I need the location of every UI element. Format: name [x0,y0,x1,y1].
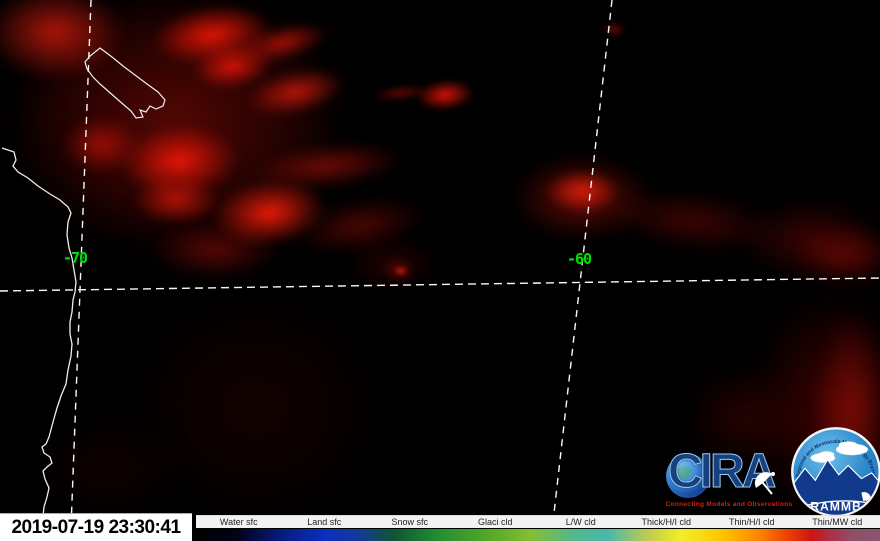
cira-tagline: Connecting Models and Observations [665,501,793,508]
coastline-south-america [1,147,77,529]
legend-label-lw-cld: L/W cld [565,517,596,527]
earth-globe-icon [666,454,710,498]
graticule-meridian-60 [552,0,613,523]
cira-logo: CIRA Connecting Models and Observations [664,445,794,514]
legend-label-thin-mw-cld: Thin/MW cld [812,517,863,527]
legend-label-land-sfc: Land sfc [307,517,342,527]
timestamp: 2019-07-19 23:30:41 UTC [0,513,192,541]
longitude-label-60: -60 [567,250,592,268]
legend-label-thin-hi-cld: Thin/H/I cld [728,517,775,527]
rammb-logo: Regional and Mesoscale Meteorology Branc… [791,427,880,517]
longitude-label-70: -70 [63,249,88,267]
legend-label-glaci-cld: Glaci cld [477,517,513,527]
graticule-parallel [0,277,880,292]
legend-label-thick-hi-cld: Thick/H/I cld [641,517,691,527]
colorbar-gradient [196,529,880,541]
satellite-dish-icon [754,472,775,495]
legend-label-snow-sfc: Snow sfc [391,517,428,527]
legend-label-water-sfc: Water sfc [219,517,258,527]
color-legend: Water sfc Land sfc Snow sfc Glaci cld L/… [196,515,880,541]
legend-labels: Water sfc Land sfc Snow sfc Glaci cld L/… [196,515,880,529]
lake-titicaca-outline [84,47,166,119]
